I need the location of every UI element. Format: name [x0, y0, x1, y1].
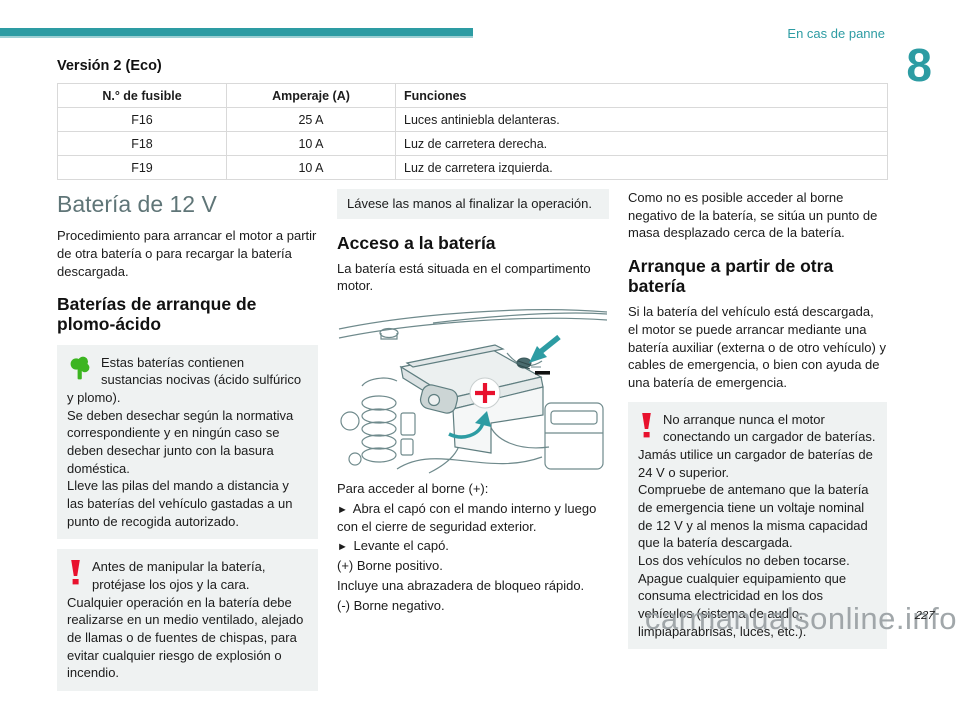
- steps-intro: Para acceder al borne (+):: [336, 481, 489, 497]
- warning-box-battery-handling: Antes de manipular la batería, protéjase…: [57, 549, 318, 691]
- negative-terminal-bolt: [516, 357, 541, 370]
- table-row: F18 10 A Luz de carretera derecha.: [57, 131, 888, 156]
- hygiene-note-text: Lávese las manos al finalizar la operaci…: [346, 196, 592, 211]
- watermark: carmanualsonline.info: [644, 601, 957, 636]
- fuse-id: F18: [57, 131, 227, 156]
- column-left: Batería de 12 V Procedimiento para arran…: [57, 189, 318, 701]
- step-text: Abra el capó con el mando interno y lueg…: [336, 500, 597, 534]
- running-header: En cas de panne: [787, 26, 885, 41]
- section-title: Versión 2 (Eco): [57, 58, 162, 74]
- table-row: F16 25 A Luces antiniebla delanteras.: [57, 107, 888, 132]
- eco-box-text: Lleve las pilas del mando a distancia y …: [67, 478, 293, 529]
- fuse-amperage: 10 A: [226, 155, 396, 180]
- minus-terminal-marker: [534, 371, 550, 375]
- eco-note-box: Estas baterías contienen sustancias noci…: [57, 344, 318, 540]
- table-row: F19 10 A Luz de carretera izquierda.: [57, 155, 888, 180]
- page-number: 227: [913, 610, 935, 622]
- warning-box-text: Apague cualquier equipamiento que consum…: [637, 570, 847, 639]
- three-column-layout: Batería de 12 V Procedimiento para arran…: [57, 189, 887, 701]
- warning-exclamation-icon: [69, 560, 82, 585]
- fuse-amperage: 10 A: [226, 131, 396, 156]
- header-accent-bar: [0, 28, 473, 38]
- fuse-id: F16: [57, 107, 227, 132]
- warning-box-text: Compruebe de antemano que la batería de …: [637, 482, 869, 551]
- plus-terminal-marker: [469, 377, 501, 409]
- warning-exclamation-icon: [640, 412, 653, 438]
- warning-box-text: Jamás utilice un cargador de baterías de…: [637, 446, 873, 480]
- fuse-table-header-functions: Funciones: [395, 83, 888, 108]
- fuse-amperage: 25 A: [226, 107, 396, 132]
- fuse-table-header-amperage: Amperaje (A): [226, 83, 396, 108]
- step-arrow-bullet: ►: [336, 503, 350, 516]
- battery-intro-paragraph: Procedimiento para arrancar el motor a p…: [57, 228, 317, 279]
- warning-box-text: No arranque nunca el motor conectando un…: [662, 411, 876, 445]
- column-right: Como no es posible acceder al borne nega…: [627, 189, 887, 701]
- step-item: ► Abra el capó con el mando interno y lu…: [337, 500, 609, 536]
- step-text: Levante el capó.: [353, 538, 449, 554]
- page-content: Versión 2 (Eco) N.° de fusible Amperaje …: [57, 58, 888, 701]
- jump-start-paragraph: Si la batería del vehículo está descarga…: [627, 304, 886, 390]
- warning-box-text: Los dos vehículos no deben tocarse.: [637, 553, 850, 568]
- subheading-jump-start: Arranque a partir de otra batería: [627, 256, 834, 297]
- chapter-number: 8: [906, 39, 932, 91]
- fuse-id: F19: [57, 155, 227, 180]
- fuse-function: Luz de carretera izquierda.: [395, 155, 888, 180]
- warning-box-jump-start: No arranque nunca el motor conectando un…: [627, 401, 887, 650]
- subheading-lead-acid: Baterías de arranque de plomo-ácido: [57, 294, 257, 335]
- negative-terminal-arrow-icon: [528, 334, 561, 364]
- battery-location-illustration: [337, 301, 609, 476]
- recycling-tree-icon: [69, 356, 91, 386]
- column-middle: Lávese las manos al finalizar la operaci…: [336, 189, 609, 701]
- minus-terminal-label: (-) Borne negativo.: [336, 597, 445, 613]
- main-heading-battery-12v: Batería de 12 V: [57, 191, 217, 217]
- battery-access-paragraph: La batería está situada en el compartime…: [336, 260, 591, 294]
- fuse-table-header-number: N.° de fusible: [57, 83, 227, 108]
- clamp-note: Incluye una abrazadera de bloqueo rápido…: [336, 578, 585, 594]
- warning-box-text: Cualquier operación en la batería debe r…: [67, 594, 304, 681]
- eco-box-text: Estas baterías contienen sustancias noci…: [67, 354, 302, 405]
- fuse-function: Luz de carretera derecha.: [395, 131, 888, 156]
- plus-terminal-label: (+) Borne positivo.: [336, 558, 443, 574]
- eco-box-text: Se deben desechar según la normativa cor…: [67, 407, 294, 476]
- warning-box-text: Antes de manipular la batería, protéjase…: [92, 559, 266, 592]
- step-item: ► Levante el capó.: [337, 537, 609, 555]
- hygiene-note-box: Lávese las manos al finalizar la operaci…: [336, 189, 609, 219]
- ground-point-paragraph: Como no es posible acceder al borne nega…: [627, 190, 878, 241]
- battery-clamp: [419, 384, 459, 414]
- clamp-lift-arrow-icon: [448, 411, 491, 439]
- fuse-table: N.° de fusible Amperaje (A) Funciones F1…: [57, 83, 888, 180]
- fuse-table-header-row: N.° de fusible Amperaje (A) Funciones: [57, 83, 888, 108]
- step-arrow-bullet: ►: [336, 541, 350, 554]
- fuse-function: Luces antiniebla delanteras.: [395, 107, 888, 132]
- subheading-battery-access: Acceso a la batería: [336, 232, 496, 253]
- access-steps: Para acceder al borne (+): ► Abra el cap…: [337, 480, 609, 614]
